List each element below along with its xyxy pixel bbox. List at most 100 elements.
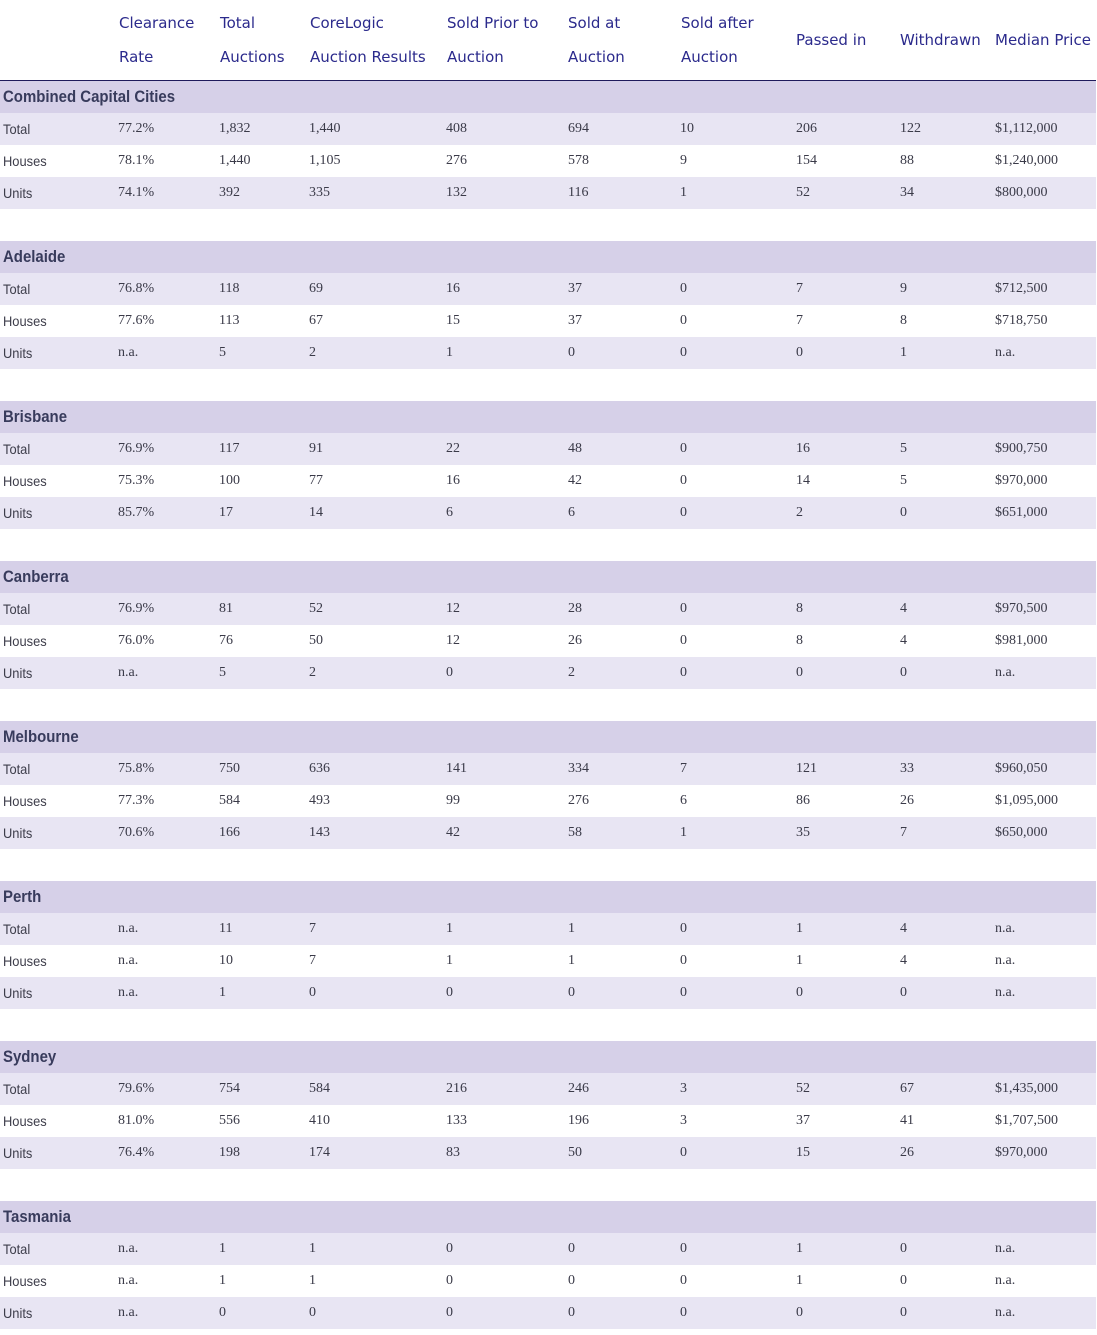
cell-sold-after-auction: 1: [680, 185, 687, 200]
cell-clearance-rate: 78.1%: [118, 153, 155, 168]
table-row: Total 76.9% 81 52 12 28 0 8 4 $970,500: [0, 593, 1096, 625]
cell-sold-at-auction: 334: [568, 761, 589, 776]
cell-median-price: $1,707,500: [995, 1113, 1058, 1128]
cell-sold-prior-to-auction: 1: [446, 921, 453, 936]
cell-sold-prior-to-auction: 0: [446, 1273, 453, 1288]
cell-corelogic-auction-results: 0: [309, 1305, 316, 1320]
cell-sold-at-auction: 0: [568, 345, 575, 360]
section-spacer: [0, 1169, 1096, 1201]
row-label: Units: [3, 825, 33, 841]
cell-passed-in: 0: [796, 1305, 803, 1320]
cell-sold-at-auction: 694: [568, 121, 589, 136]
section-sydney: Sydney Total 79.6% 754 584 216 246 3 52 67 $1,435,…: [0, 1041, 1096, 1169]
cell-sold-prior-to-auction: 0: [446, 985, 453, 1000]
section-tasmania: Tasmania Total n.a. 1 1 0 0 0 1 0 n.a. Houses n.a. 1 1…: [0, 1201, 1096, 1329]
row-label: Units: [3, 185, 33, 201]
cell-sold-after-auction: 9: [680, 153, 687, 168]
cell-total-auctions: 11: [219, 921, 233, 936]
cell-total-auctions: 5: [219, 665, 226, 680]
cell-clearance-rate: 77.2%: [118, 121, 155, 136]
cell-median-price: $960,050: [995, 761, 1048, 776]
table-row: Houses 76.0% 76 50 12 26 0 8 4 $981,000: [0, 625, 1096, 657]
cell-sold-at-auction: 0: [568, 1273, 575, 1288]
cell-total-auctions: 10: [219, 953, 233, 968]
cell-withdrawn: 5: [900, 441, 907, 456]
cell-withdrawn: 26: [900, 1145, 914, 1160]
section-adelaide: Adelaide Total 76.8% 118 69 16 37 0 7 9 $712,500 Ho…: [0, 241, 1096, 369]
table-row: Total 79.6% 754 584 216 246 3 52 67 $1,435,000: [0, 1073, 1096, 1105]
cell-withdrawn: 0: [900, 985, 907, 1000]
section-spacer: [0, 369, 1096, 401]
cell-withdrawn: 88: [900, 153, 914, 168]
row-label: Total: [3, 441, 31, 457]
cell-sold-after-auction: 0: [680, 921, 687, 936]
cell-passed-in: 15: [796, 1145, 810, 1160]
cell-sold-after-auction: 10: [680, 121, 694, 136]
table-row: Units 70.6% 166 143 42 58 1 35 7 $650,000: [0, 817, 1096, 849]
cell-sold-at-auction: 37: [568, 313, 582, 328]
cell-median-price: $900,750: [995, 441, 1048, 456]
section-melbourne: Melbourne Total 75.8% 750 636 141 334 7 121 33 $96…: [0, 721, 1096, 849]
cell-corelogic-auction-results: 7: [309, 921, 316, 936]
cell-median-price: $1,112,000: [995, 121, 1058, 136]
cell-withdrawn: 26: [900, 793, 914, 808]
cell-total-auctions: 118: [219, 281, 240, 296]
table-row: Total n.a. 11 7 1 1 0 1 4 n.a.: [0, 913, 1096, 945]
section-spacer: [0, 1009, 1096, 1041]
cell-total-auctions: 17: [219, 505, 233, 520]
cell-median-price: $1,435,000: [995, 1081, 1058, 1096]
column-header-clearance-rate: Clearance Rate: [119, 14, 195, 66]
row-label: Houses: [3, 633, 47, 649]
cell-clearance-rate: n.a.: [118, 953, 139, 968]
cell-sold-at-auction: 1: [568, 953, 575, 968]
cell-sold-prior-to-auction: 22: [446, 441, 460, 456]
cell-sold-prior-to-auction: 6: [446, 505, 453, 520]
cell-total-auctions: 117: [219, 441, 240, 456]
section-spacer: [0, 209, 1096, 241]
cell-total-auctions: 5: [219, 345, 226, 360]
cell-passed-in: 7: [796, 281, 803, 296]
cell-passed-in: 1: [796, 1241, 803, 1256]
cell-sold-prior-to-auction: 42: [446, 825, 460, 840]
cell-corelogic-auction-results: 143: [309, 825, 330, 840]
cell-corelogic-auction-results: 69: [309, 281, 323, 296]
cell-corelogic-auction-results: 2: [309, 345, 316, 360]
cell-withdrawn: 0: [900, 1305, 907, 1320]
cell-clearance-rate: n.a.: [118, 345, 139, 360]
cell-passed-in: 0: [796, 665, 803, 680]
cell-total-auctions: 754: [219, 1081, 240, 1096]
cell-median-price: n.a.: [995, 1241, 1016, 1256]
cell-sold-after-auction: 0: [680, 1145, 687, 1160]
cell-clearance-rate: n.a.: [118, 985, 139, 1000]
cell-sold-prior-to-auction: 12: [446, 601, 460, 616]
cell-sold-after-auction: 3: [680, 1081, 687, 1096]
cell-passed-in: 35: [796, 825, 810, 840]
cell-corelogic-auction-results: 584: [309, 1081, 330, 1096]
cell-total-auctions: 584: [219, 793, 240, 808]
cell-total-auctions: 1: [219, 1273, 226, 1288]
cell-sold-after-auction: 0: [680, 633, 687, 648]
cell-sold-at-auction: 6: [568, 505, 575, 520]
cell-sold-after-auction: 3: [680, 1113, 687, 1128]
cell-median-price: $651,000: [995, 505, 1048, 520]
table-row: Units 76.4% 198 174 83 50 0 15 26 $970,000: [0, 1137, 1096, 1169]
cell-median-price: $650,000: [995, 825, 1048, 840]
cell-clearance-rate: 77.6%: [118, 313, 155, 328]
table-row: Houses 77.3% 584 493 99 276 6 86 26 $1,095,000: [0, 785, 1096, 817]
cell-corelogic-auction-results: 1: [309, 1241, 316, 1256]
row-label: Houses: [3, 313, 47, 329]
cell-sold-at-auction: 1: [568, 921, 575, 936]
cell-sold-prior-to-auction: 99: [446, 793, 460, 808]
section-title: Combined Capital Cities: [3, 87, 176, 106]
cell-sold-prior-to-auction: 216: [446, 1081, 467, 1096]
cell-withdrawn: 7: [900, 825, 907, 840]
section-canberra: Canberra Total 76.9% 81 52 12 28 0 8 4 $970,500 Hou…: [0, 561, 1096, 689]
row-label: Total: [3, 1081, 31, 1097]
row-label: Total: [3, 121, 31, 137]
cell-median-price: $981,000: [995, 633, 1048, 648]
row-label: Units: [3, 345, 33, 361]
cell-median-price: n.a.: [995, 1273, 1016, 1288]
cell-withdrawn: 4: [900, 601, 907, 616]
table-row: Houses 75.3% 100 77 16 42 0 14 5 $970,000: [0, 465, 1096, 497]
column-header-sold-after-auction: Sold after Auction: [681, 14, 754, 66]
